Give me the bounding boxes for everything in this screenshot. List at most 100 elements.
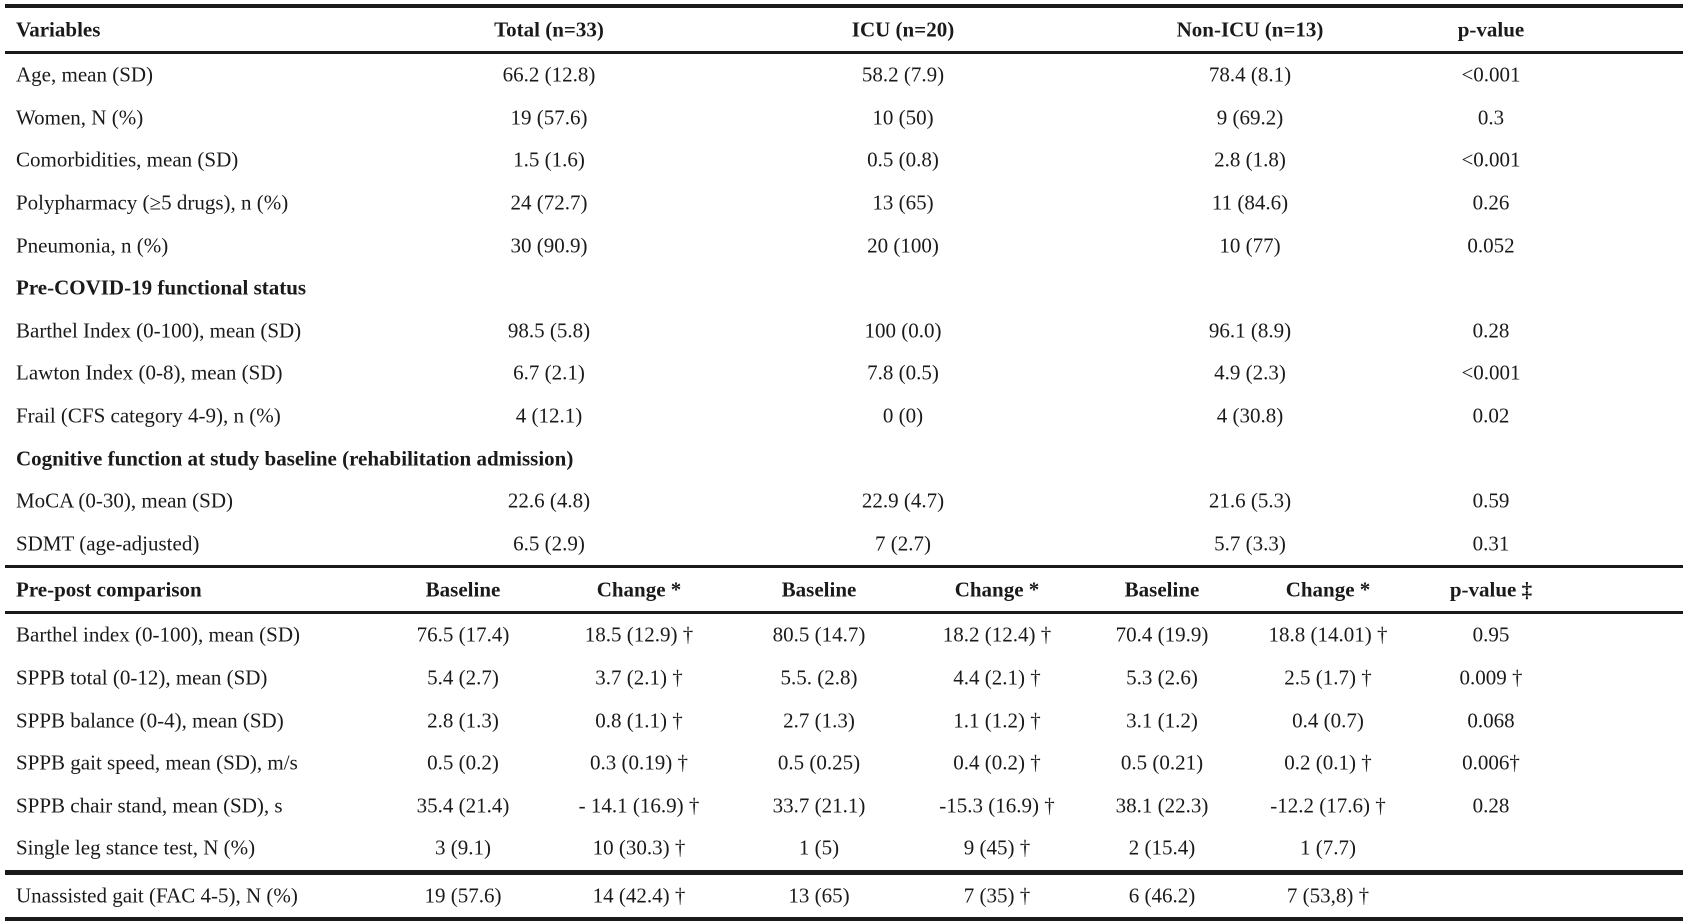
- cell-total: 4 (12.1): [515, 403, 583, 428]
- cell-non-icu: 10 (77): [1219, 233, 1281, 258]
- cell-p: 0.59: [1472, 488, 1510, 513]
- row-label: SPPB chair stand, mean (SD), s: [16, 793, 283, 818]
- row-label: Comorbidities, mean (SD): [16, 147, 239, 172]
- table-body-characteristics: Age, mean (SD) 66.2 (12.8) 58.2 (7.9) 78.4 …: [5, 54, 1683, 565]
- row-label: Polypharmacy (≥5 drugs), n (%): [16, 190, 289, 215]
- top-rule: [5, 4, 1683, 8]
- cell-ib: 0.5 (0.25): [777, 750, 861, 775]
- row-label: SPPB gait speed, mean (SD), m/s: [16, 750, 298, 775]
- cell-ib: 5.5. (2.8): [780, 665, 858, 690]
- cell-p: <0.001: [1461, 360, 1521, 385]
- cell-nc: 2.5 (1.7) †: [1284, 665, 1372, 690]
- table-row: SPPB balance (0-4), mean (SD) 2.8 (1.3) 0.…: [5, 699, 1683, 742]
- row-label: MoCA (0-30), mean (SD): [16, 488, 233, 513]
- row-label: Frail (CFS category 4-9), n (%): [16, 403, 281, 428]
- cell-total: 6.5 (2.9): [513, 531, 585, 556]
- header-total-change: Change *: [596, 577, 682, 602]
- table-row: Frail (CFS category 4-9), n (%) 4 (12.1) 0…: [5, 395, 1683, 438]
- cell-tc: - 14.1 (16.9) †: [578, 793, 700, 818]
- cell-ic: 7 (35) †: [963, 883, 1031, 908]
- cell-total: 19 (57.6): [510, 105, 588, 130]
- table-row: Polypharmacy (≥5 drugs), n (%) 24 (72.7) 1…: [5, 182, 1683, 225]
- table-row: SPPB total (0-12), mean (SD) 5.4 (2.7) 3.7…: [5, 657, 1683, 700]
- table-row: Unassisted gait (FAC 4-5), N (%) 19 (57.6…: [5, 875, 1683, 918]
- cell-tb: 5.4 (2.7): [427, 665, 499, 690]
- cell-icu: 7.8 (0.5): [867, 360, 939, 385]
- section-cognitive-function: Cognitive function at study baseline (re…: [5, 437, 1683, 480]
- table-row: SPPB gait speed, mean (SD), m/s 0.5 (0.2)…: [5, 742, 1683, 785]
- row-label: Barthel index (0-100), mean (SD): [16, 622, 301, 647]
- cell-ic: -15.3 (16.9) †: [939, 793, 1055, 818]
- row-label: Pneumonia, n (%): [16, 233, 169, 258]
- cell-nc: -12.2 (17.6) †: [1270, 793, 1386, 818]
- cell-ib: 33.7 (21.1): [772, 793, 866, 818]
- cell-tb: 2.8 (1.3): [427, 708, 499, 733]
- cell-p: 0.95: [1472, 622, 1510, 647]
- table-row: Age, mean (SD) 66.2 (12.8) 58.2 (7.9) 78.4 …: [5, 54, 1683, 97]
- cell-icu: 0 (0): [882, 403, 924, 428]
- cell-icu: 10 (50): [872, 105, 934, 130]
- header-total: Total (n=33): [494, 17, 604, 41]
- table-header: Variables Total (n=33) ICU (n=20) Non-IC…: [5, 8, 1683, 51]
- row-label: Unassisted gait (FAC 4-5), N (%): [16, 883, 298, 908]
- cell-tb: 76.5 (17.4): [416, 622, 510, 647]
- cell-ib: 80.5 (14.7): [772, 622, 866, 647]
- cell-tc: 10 (30.3) †: [592, 835, 686, 860]
- cell-ib: 2.7 (1.3): [783, 708, 855, 733]
- cell-total: 66.2 (12.8): [502, 62, 596, 87]
- cell-nc: 1 (7.7): [1300, 835, 1356, 860]
- cell-nb: 70.4 (19.9): [1115, 622, 1209, 647]
- cell-ib: 1 (5): [798, 835, 840, 860]
- cell-non-icu: 11 (84.6): [1211, 190, 1289, 215]
- cell-icu: 7 (2.7): [875, 531, 931, 556]
- cell-non-icu: 4 (30.8): [1216, 403, 1284, 428]
- cell-ic: 4.4 (2.1) †: [953, 665, 1041, 690]
- cell-tc: 0.8 (1.1) †: [595, 708, 683, 733]
- cell-total: 22.6 (4.8): [507, 488, 591, 513]
- table-row: Women, N (%) 19 (57.6) 10 (50) 9 (69.2) 0.3: [5, 97, 1683, 140]
- table-row: Lawton Index (0-8), mean (SD) 6.7 (2.1) 7.…: [5, 352, 1683, 395]
- row-label: SPPB balance (0-4), mean (SD): [16, 708, 284, 733]
- row-label: Women, N (%): [16, 105, 144, 130]
- header-variables: Variables: [16, 17, 101, 41]
- table-body-prepost: Barthel index (0-100), mean (SD) 76.5 (17…: [5, 614, 1683, 870]
- prepost-header: Pre-post comparison Baseline Change * Ba…: [5, 568, 1683, 611]
- cell-nb: 0.5 (0.21): [1120, 750, 1204, 775]
- cell-ib: 13 (65): [788, 883, 850, 908]
- cell-tb: 19 (57.6): [424, 883, 502, 908]
- cell-icu: 0.5 (0.8): [867, 147, 939, 172]
- header-prepost-pvalue: p-value ‡: [1449, 577, 1533, 602]
- cell-tc: 3.7 (2.1) †: [595, 665, 683, 690]
- section-heading: Pre-COVID-19 functional status: [16, 275, 307, 300]
- header-non-icu: Non-ICU (n=13): [1176, 17, 1324, 41]
- cell-non-icu: 78.4 (8.1): [1208, 62, 1292, 87]
- cell-tc: 0.3 (0.19) †: [590, 750, 688, 775]
- cell-p: <0.001: [1461, 62, 1521, 87]
- cell-icu: 22.9 (4.7): [861, 488, 945, 513]
- row-label: Single leg stance test, N (%): [16, 835, 256, 860]
- cell-ic: 1.1 (1.2) †: [953, 708, 1041, 733]
- cell-tc: 14 (42.4) †: [592, 883, 686, 908]
- cell-nb: 38.1 (22.3): [1115, 793, 1209, 818]
- cell-total: 6.7 (2.1): [513, 360, 585, 385]
- cell-total: 98.5 (5.8): [507, 318, 591, 343]
- header-pvalue: p-value: [1457, 17, 1525, 41]
- row-label: Lawton Index (0-8), mean (SD): [16, 360, 283, 385]
- table-row: Barthel Index (0-100), mean (SD) 98.5 (5.…: [5, 310, 1683, 353]
- cell-nc: 18.8 (14.01) †: [1268, 622, 1388, 647]
- cell-tb: 0.5 (0.2): [427, 750, 499, 775]
- cell-nb: 5.3 (2.6): [1126, 665, 1198, 690]
- cell-non-icu: 2.8 (1.8): [1214, 147, 1286, 172]
- cell-tc: 18.5 (12.9) †: [584, 622, 694, 647]
- cell-ic: 18.2 (12.4) †: [942, 622, 1052, 647]
- cell-p: 0.3: [1477, 105, 1505, 130]
- cell-total: 1.5 (1.6): [513, 147, 585, 172]
- cell-nc: 7 (53,8) †: [1286, 883, 1370, 908]
- cell-total: 30 (90.9): [510, 233, 588, 258]
- table-row: Comorbidities, mean (SD) 1.5 (1.6) 0.5 (0.…: [5, 139, 1683, 182]
- cell-p: <0.001: [1461, 147, 1521, 172]
- table-row: Pneumonia, n (%) 30 (90.9) 20 (100) 10 (77)…: [5, 224, 1683, 267]
- final-row-rule: [5, 869, 1683, 875]
- prepost-header-rule: [5, 611, 1683, 615]
- cell-non-icu: 21.6 (5.3): [1208, 488, 1292, 513]
